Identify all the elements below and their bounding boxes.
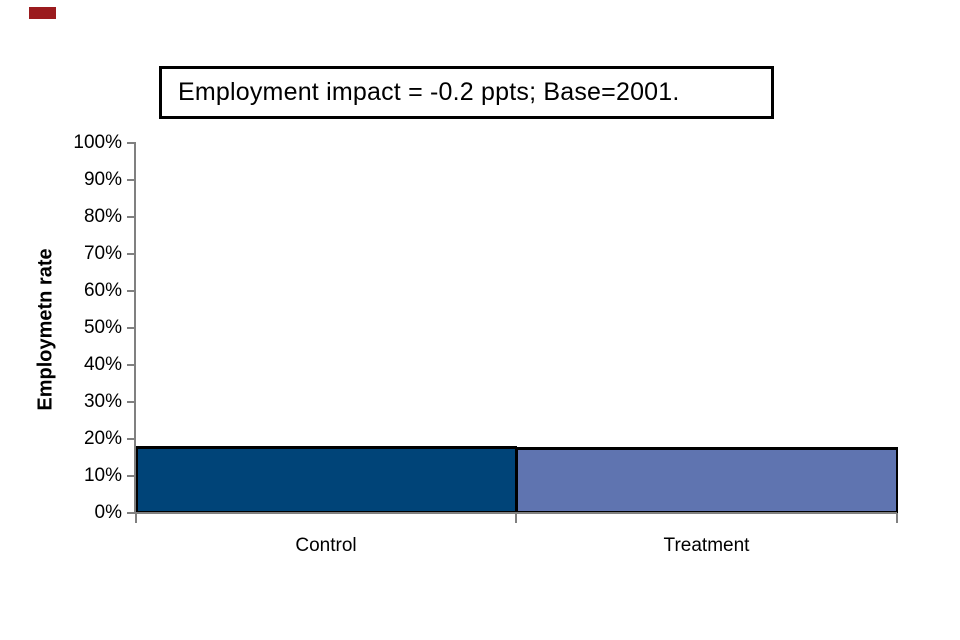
y-tick-mark (127, 401, 136, 403)
category-label-control: Control (295, 535, 357, 556)
y-tick-label: 100% (73, 132, 122, 153)
y-tick-mark (127, 142, 136, 144)
y-tick-mark (127, 364, 136, 366)
y-tick-label: 70% (83, 243, 122, 264)
y-tick-mark (127, 179, 136, 181)
bar-control (136, 446, 517, 513)
y-tick-label: 60% (83, 280, 122, 301)
y-tick-mark (127, 216, 136, 218)
bar-treatment (516, 447, 898, 513)
y-tick-mark (127, 438, 136, 440)
chart-title-box: Employment impact = -0.2 ppts; Base=2001… (159, 66, 774, 119)
y-tick-label: 40% (83, 354, 122, 375)
y-tick-mark (127, 475, 136, 477)
y-tick-label: 90% (83, 169, 122, 190)
y-tick-label: 80% (83, 206, 122, 227)
y-tick-label: 10% (83, 465, 122, 486)
y-tick-mark (127, 327, 136, 329)
red-marker-decoration (29, 7, 56, 19)
y-tick-mark (127, 253, 136, 255)
category-tick-mark (515, 513, 517, 523)
y-tick-label: 50% (83, 317, 122, 338)
category-tick-mark (896, 513, 898, 523)
y-tick-label: 30% (83, 391, 122, 412)
chart-title: Employment impact = -0.2 ppts; Base=2001… (178, 78, 680, 106)
y-tick-label: 0% (94, 502, 122, 523)
category-tick-mark (135, 513, 137, 523)
y-axis-line (134, 143, 136, 514)
category-label-treatment: Treatment (663, 535, 750, 556)
y-tick-label: 20% (83, 428, 122, 449)
x-axis-line (127, 512, 897, 514)
y-tick-mark (127, 290, 136, 292)
